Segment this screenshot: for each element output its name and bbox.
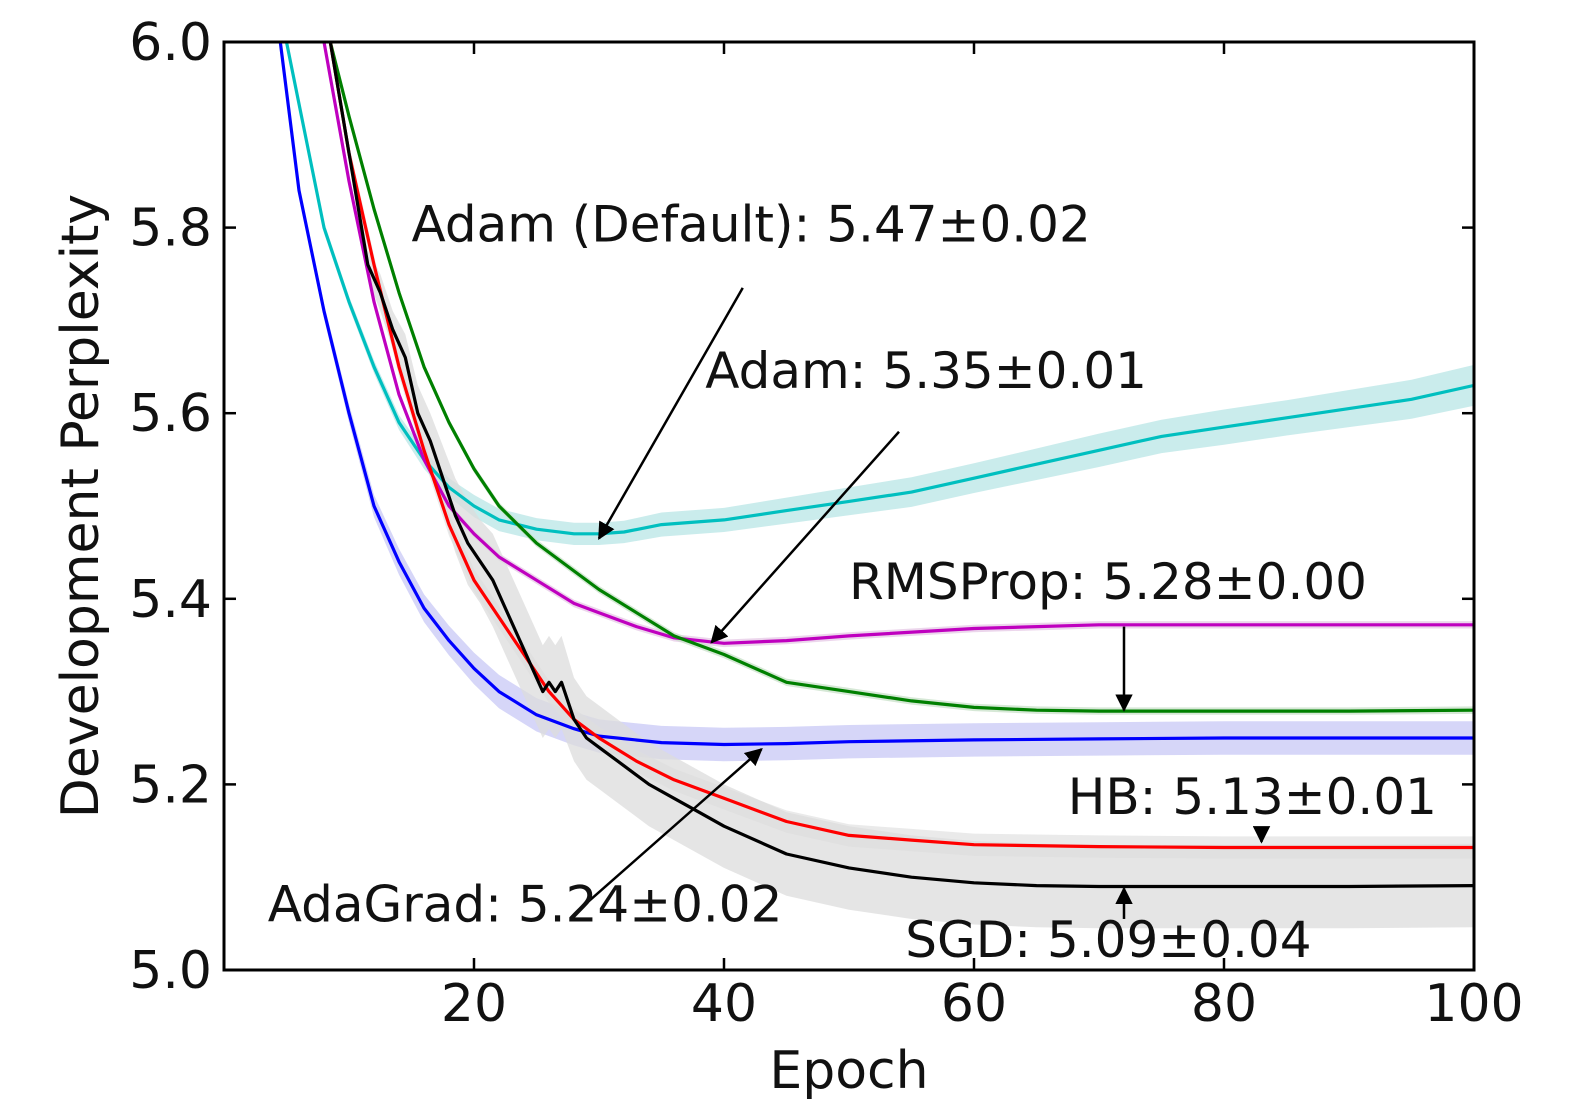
confidence-bands [280,42,1474,929]
annotation-arrow [710,430,900,644]
x-tick-label: 80 [1191,974,1257,1034]
annotation-label: RMSProp: 5.28±0.00 [849,553,1367,611]
series-line-4 [328,42,1474,850]
x-tick-label: 40 [691,974,757,1034]
x-axis-title: Epoch [769,1041,928,1101]
y-tick-label: 5.0 [129,941,212,1001]
plot-frame [222,40,1476,972]
annotations: Adam (Default): 5.47±0.02 Adam: 5.35±0.01… [268,196,1437,969]
y-tick-label: 5.4 [129,570,212,630]
series-line-2 [328,42,1474,713]
x-tick-label: 20 [441,974,507,1034]
annotation-label: SGD: 5.09±0.04 [905,911,1311,969]
y-tick-label: 5.6 [129,384,212,444]
series-line-1 [322,42,1474,645]
y-tick-label: 5.2 [129,755,212,815]
series-line-3 [278,42,1474,747]
y-axis-title: Development Perplexity [51,194,111,818]
y-tick-label: 6.0 [129,13,212,73]
annotation-arrow [597,287,744,540]
series-line-5 [328,42,1474,889]
x-tick-label: 60 [941,974,1007,1034]
y-tick-label: 5.8 [129,199,212,259]
series-line-0 [284,42,1474,536]
annotation-label: HB: 5.13±0.01 [1068,768,1437,826]
series-band-0 [286,42,1474,545]
series-lines [278,42,1474,889]
axis-ticks: 20 40 60 80 100 5.0 5.2 5.4 5.6 5.8 6.0 [129,13,1523,1034]
annotation-label: Adam: 5.35±0.01 [705,342,1147,400]
annotation-label: AdaGrad: 5.24±0.02 [268,876,783,934]
annotation-label: Adam (Default): 5.47±0.02 [412,196,1091,254]
x-tick-label: 100 [1424,974,1523,1034]
annotation-arrow [585,747,763,905]
